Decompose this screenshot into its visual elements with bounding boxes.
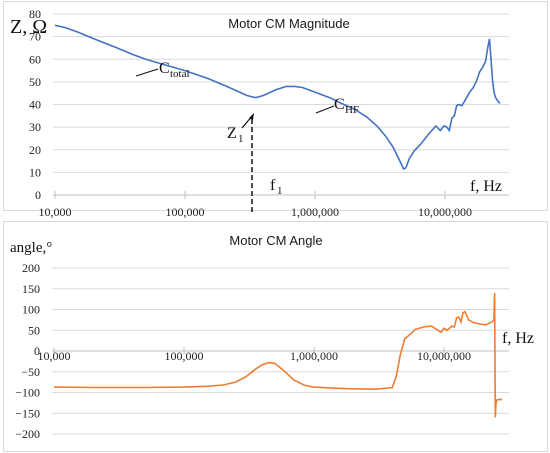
annotation-ctotal: C total bbox=[135, 60, 190, 80]
annotation-f1-sub: 1 bbox=[277, 185, 283, 197]
y-tick-label: 50 bbox=[29, 75, 41, 89]
x-tick-label: 10,000,000 bbox=[417, 349, 471, 363]
x-tick-label: 10,000 bbox=[39, 205, 72, 219]
y-tick-label: 30 bbox=[29, 120, 41, 134]
y-tick-label: −200 bbox=[15, 427, 40, 441]
chart-title: Motor CM Angle bbox=[229, 233, 322, 248]
annotation-ctotal-sub: total bbox=[170, 68, 190, 80]
y-tick-label: −150 bbox=[15, 406, 40, 420]
x-axis-label: f, Hz bbox=[502, 330, 534, 347]
y-tick-label: 80 bbox=[29, 7, 41, 21]
x-tick-label: 10,000,000 bbox=[418, 205, 472, 219]
y-tick-label: −100 bbox=[15, 386, 40, 400]
x-tick-label: 1,000,000 bbox=[290, 349, 338, 363]
y-tick-label: 50 bbox=[28, 323, 40, 337]
y-tick-label: 100 bbox=[22, 303, 40, 317]
y-tick-label: 60 bbox=[29, 52, 41, 66]
annotation-z1: Z 1 bbox=[227, 113, 254, 145]
annotation-ctotal-label: C bbox=[159, 60, 170, 77]
angle-series-line bbox=[53, 292, 503, 418]
y-axis-label: angle,° bbox=[10, 240, 52, 256]
x-tick-label: 100,000 bbox=[165, 349, 204, 363]
annotation-chf-label: C bbox=[334, 96, 345, 113]
annotation-chf-sub: HF bbox=[345, 104, 359, 116]
x-tick-label: 1,000,000 bbox=[291, 205, 339, 219]
y-tick-label: 10 bbox=[29, 165, 41, 179]
y-tick-label: −50 bbox=[21, 365, 40, 379]
annotation-chf: C HF bbox=[315, 96, 359, 116]
annotation-f1-label: f bbox=[270, 177, 276, 194]
annotation-f1: f 1 bbox=[251, 119, 283, 212]
y-tick-label: 0 bbox=[35, 188, 41, 202]
x-tick-label: 10,000 bbox=[38, 349, 71, 363]
magnitude-chart: 0 10 20 30 40 50 60 70 80 10,000 100,000 1,000,000… bbox=[10, 7, 509, 219]
annotation-z1-label: Z bbox=[227, 125, 237, 142]
y-tick-label: 150 bbox=[22, 282, 40, 296]
y-tick-label: 20 bbox=[29, 143, 41, 157]
angle-chart: 200 150 100 50 0 −50 −100 −150 −200 10,000 100,00… bbox=[10, 233, 534, 441]
y-axis-label: Z, Ω bbox=[10, 16, 47, 38]
x-axis-label: f, Hz bbox=[470, 178, 502, 195]
magnitude-chart-panel: 0 10 20 30 40 50 60 70 80 10,000 100,000 1,000,000… bbox=[3, 1, 548, 219]
y-tick-label: 0 bbox=[34, 344, 40, 358]
y-tick-label: 40 bbox=[29, 98, 41, 112]
x-tick-label: 100,000 bbox=[166, 205, 205, 219]
y-tick-label: 200 bbox=[22, 261, 40, 275]
y-tick-label: 70 bbox=[29, 30, 41, 44]
magnitude-series-line bbox=[54, 24, 501, 171]
chart-title: Motor CM Magnitude bbox=[228, 16, 349, 31]
annotation-z1-sub: 1 bbox=[238, 133, 244, 145]
angle-chart-panel: 200 150 100 50 0 −50 −100 −150 −200 10,000 100,00… bbox=[3, 221, 548, 452]
